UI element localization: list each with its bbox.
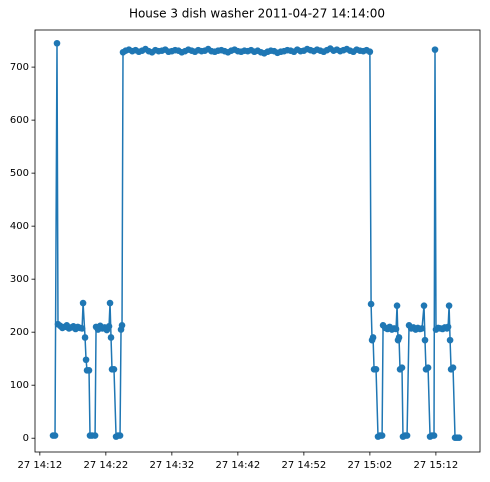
- data-point: [444, 323, 452, 331]
- data-point: [395, 334, 403, 341]
- data-point: [431, 46, 439, 53]
- data-point: [424, 364, 432, 372]
- y-tick-label: 500: [10, 168, 29, 179]
- chart-title: House 3 dish washer 2011-04-27 14:14:00: [129, 7, 385, 21]
- y-tick-label: 0: [23, 433, 29, 444]
- data-point: [398, 364, 406, 372]
- data-point: [421, 336, 429, 344]
- data-point: [393, 302, 401, 309]
- data-point: [369, 334, 377, 341]
- data-point: [78, 325, 86, 332]
- data-point: [82, 356, 90, 364]
- data-point: [110, 365, 118, 373]
- plot-frame: [34, 29, 481, 453]
- y-tick-label: 600: [10, 115, 29, 126]
- x-tick-label: 27 14:22: [83, 460, 128, 471]
- data-point: [455, 434, 463, 441]
- data-point: [118, 321, 126, 329]
- x-tick-label: 27 15:12: [414, 460, 459, 471]
- data-point: [107, 334, 115, 341]
- data-point: [372, 365, 380, 373]
- data-point: [430, 432, 438, 439]
- data-point: [367, 300, 375, 308]
- series-line: [53, 43, 460, 439]
- data-point: [449, 364, 457, 372]
- data-point: [445, 302, 453, 309]
- data-point: [366, 48, 374, 56]
- data-point: [79, 299, 87, 307]
- x-tick-label: 27 14:12: [17, 460, 62, 471]
- data-point: [446, 336, 454, 344]
- data-point: [81, 334, 89, 341]
- data-point: [85, 367, 93, 374]
- data-point: [106, 299, 114, 307]
- data-point: [392, 325, 400, 333]
- data-point: [105, 323, 113, 330]
- x-tick-label: 27 15:02: [348, 460, 393, 471]
- data-point: [418, 325, 426, 332]
- data-point: [53, 39, 61, 47]
- y-tick-label: 400: [10, 221, 29, 232]
- y-tick-label: 700: [10, 62, 29, 73]
- data-point: [420, 302, 428, 309]
- y-tick-label: 100: [10, 380, 29, 391]
- data-point: [378, 432, 386, 439]
- y-tick-label: 200: [10, 327, 29, 338]
- data-point: [51, 432, 59, 439]
- data-point: [91, 432, 99, 439]
- y-tick-label: 300: [10, 274, 29, 285]
- x-tick-label: 27 14:32: [149, 460, 194, 471]
- data-point: [403, 432, 411, 439]
- x-tick-label: 27 14:52: [282, 460, 327, 471]
- x-tick-label: 27 14:42: [215, 460, 260, 471]
- data-point: [116, 432, 124, 439]
